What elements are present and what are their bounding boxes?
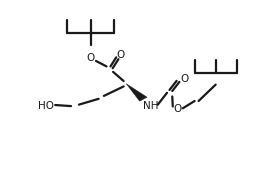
Text: HO: HO (38, 101, 54, 110)
Text: O: O (117, 50, 125, 60)
Text: O: O (87, 53, 95, 63)
Polygon shape (126, 84, 147, 101)
Text: O: O (173, 104, 182, 114)
Text: O: O (180, 74, 188, 84)
Text: NH: NH (144, 101, 159, 110)
